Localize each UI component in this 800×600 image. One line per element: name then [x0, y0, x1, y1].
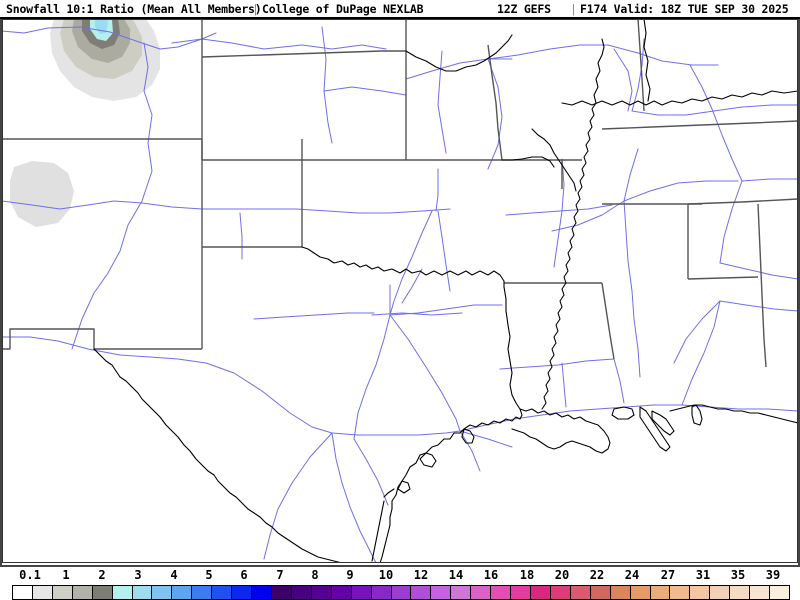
colorbar-cell[interactable]: [590, 586, 611, 599]
colorbar-cell[interactable]: [750, 586, 771, 599]
colorbar-cell[interactable]: [650, 586, 671, 599]
colorbar-cell[interactable]: [570, 586, 591, 599]
colorbar-cell[interactable]: [331, 586, 352, 599]
colorbar-strip[interactable]: [12, 585, 790, 600]
state-border-layer: [2, 19, 798, 368]
colorbar-cell[interactable]: [550, 586, 571, 599]
colorbar-tick-label: 35: [730, 568, 746, 582]
colorbar-tick-label: 10: [378, 568, 394, 582]
colorbar-tick-label: 16: [483, 568, 499, 582]
colorbar-cell[interactable]: [192, 586, 213, 599]
colorbar-tick-label: 8: [311, 568, 319, 582]
colorbar-tick-label: 0.1: [19, 568, 41, 582]
colorbar-tick-label: 3: [134, 568, 142, 582]
colorbar[interactable]: 0.1 1 2 3 4 5 6 7 8 9 10 12 14 16 18 20 22 24 27 31 35 39: [0, 567, 800, 600]
colorbar-cell[interactable]: [271, 586, 292, 599]
header-separator-1: |: [252, 2, 259, 16]
colorbar-cell[interactable]: [311, 586, 332, 599]
colorbar-cell[interactable]: [451, 586, 472, 599]
colorbar-cell[interactable]: [491, 586, 512, 599]
colorbar-tick-label: 27: [660, 568, 676, 582]
colorbar-cell[interactable]: [471, 586, 492, 599]
colorbar-cell[interactable]: [252, 586, 272, 599]
product-title: Snowfall 10:1 Ratio (Mean All Members): [6, 2, 262, 16]
map-canvas[interactable]: [0, 19, 800, 567]
map-graphic[interactable]: [2, 19, 798, 563]
model-run-label: 12Z GEFS: [497, 2, 551, 16]
colorbar-tick-label: 6: [240, 568, 248, 582]
snow-contour-0.1-secondary: [10, 161, 74, 227]
colorbar-cell[interactable]: [232, 586, 253, 599]
interstate-highway-layer: [2, 26, 798, 563]
map-border: [2, 19, 798, 563]
colorbar-cell[interactable]: [371, 586, 392, 599]
colorbar-cell[interactable]: [291, 586, 312, 599]
colorbar-cell[interactable]: [670, 586, 691, 599]
colorbar-tick-label: 22: [589, 568, 605, 582]
valid-time-label: F174 Valid: 18Z TUE SEP 30 2025: [580, 2, 789, 16]
colorbar-tick-label: 7: [276, 568, 284, 582]
colorbar-tick-label: 39: [765, 568, 781, 582]
colorbar-cell[interactable]: [730, 586, 751, 599]
colorbar-cell[interactable]: [132, 586, 153, 599]
colorbar-cell[interactable]: [172, 586, 193, 599]
colorbar-tick-label: 20: [554, 568, 570, 582]
colorbar-tick-label: 9: [346, 568, 354, 582]
colorbar-tick-label: 5: [205, 568, 213, 582]
colorbar-tick-label: 2: [98, 568, 106, 582]
header-separator-2: |: [570, 2, 577, 16]
colorbar-cell[interactable]: [391, 586, 412, 599]
colorbar-cell[interactable]: [431, 586, 452, 599]
source-label: College of DuPage NEXLAB: [262, 2, 424, 16]
colorbar-cell[interactable]: [610, 586, 631, 599]
header-bar: Snowfall 10:1 Ratio (Mean All Members) |…: [0, 0, 800, 19]
colorbar-tick-label: 18: [519, 568, 535, 582]
colorbar-cell[interactable]: [13, 586, 33, 599]
colorbar-cell[interactable]: [690, 586, 711, 599]
colorbar-tick-label: 4: [170, 568, 178, 582]
colorbar-cell[interactable]: [530, 586, 551, 599]
colorbar-tick-label: 12: [413, 568, 429, 582]
colorbar-cell[interactable]: [351, 586, 372, 599]
colorbar-tick-label: 31: [695, 568, 711, 582]
colorbar-cell[interactable]: [630, 586, 651, 599]
colorbar-cell[interactable]: [710, 586, 731, 599]
colorbar-cell[interactable]: [212, 586, 233, 599]
colorbar-cell[interactable]: [32, 586, 53, 599]
colorbar-cell[interactable]: [72, 586, 93, 599]
map-background: [2, 19, 798, 563]
colorbar-cell[interactable]: [411, 586, 432, 599]
colorbar-cell[interactable]: [152, 586, 173, 599]
colorbar-cell[interactable]: [770, 586, 789, 599]
colorbar-tick-labels: 0.1 1 2 3 4 5 6 7 8 9 10 12 14 16 18 20 22 24 27 31 35 39: [0, 567, 800, 583]
colorbar-cell[interactable]: [52, 586, 73, 599]
coastline-layer: [93, 19, 798, 563]
colorbar-tick-label: 1: [62, 568, 70, 582]
colorbar-cell[interactable]: [511, 586, 531, 599]
colorbar-cell[interactable]: [92, 586, 113, 599]
colorbar-tick-label: 14: [448, 568, 464, 582]
colorbar-cell[interactable]: [112, 586, 133, 599]
colorbar-tick-label: 24: [624, 568, 640, 582]
